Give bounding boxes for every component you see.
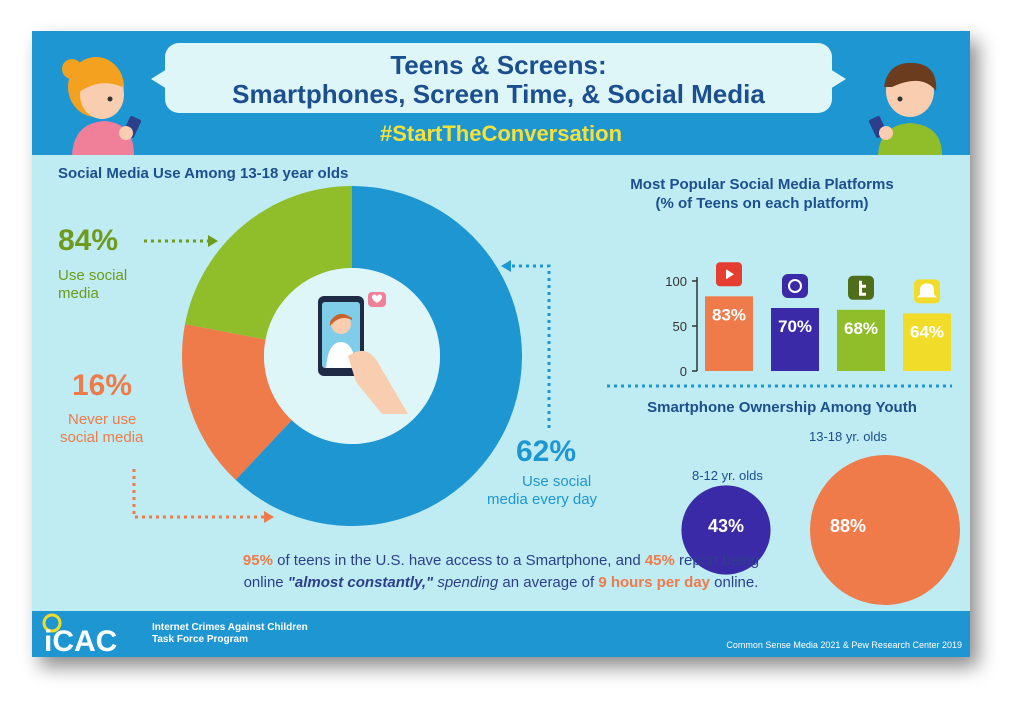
platform-bar-chart: 05010083%YouTube70%Instagram68%TikTok64%… xyxy=(665,262,951,376)
use-label-2: media xyxy=(58,285,99,302)
youtube-icon xyxy=(716,262,742,287)
platforms-title-line-2: (% of Teens on each platform) xyxy=(655,195,869,212)
summary-pct-95: 95% xyxy=(242,552,273,569)
platforms-title-line-1: Most Popular Social Media Platforms xyxy=(630,176,894,193)
ownership-bubble xyxy=(681,485,771,575)
summary-line-2: online "almost constantly," spending an … xyxy=(32,572,970,594)
infographic-card: Teens & Screens: Smartphones, Screen Tim… xyxy=(32,31,970,657)
donut-slice xyxy=(185,186,352,340)
header-banner: Teens & Screens: Smartphones, Screen Tim… xyxy=(32,31,970,155)
use-pct: 84% xyxy=(58,224,119,257)
use-label-1: Use social xyxy=(58,267,128,284)
summary-text-5: online. xyxy=(710,574,759,591)
summary-line-1: 95% of teens in the U.S. have access to … xyxy=(32,550,970,572)
never-pct: 16% xyxy=(72,369,133,402)
y-tick-label: 0 xyxy=(680,364,687,376)
footer-banner: iCAC Internet Crimes Against Children Ta… xyxy=(32,611,970,657)
never-arrow xyxy=(132,469,274,523)
daily-label-2: media every day xyxy=(487,491,598,508)
donut-slice xyxy=(235,186,522,526)
title-line-1: Teens & Screens: xyxy=(390,50,607,80)
footer-source: Common Sense Media 2021 & Pew Research C… xyxy=(726,640,962,650)
ownership-group2-pct: 88% xyxy=(829,516,867,536)
bar xyxy=(837,309,885,371)
bar-value-label: 70% xyxy=(778,317,812,336)
bar-value-label: 68% xyxy=(844,319,878,338)
daily-label-1: Use social xyxy=(522,473,592,490)
boy-illustration xyxy=(868,62,942,155)
summary-text: 95% of teens in the U.S. have access to … xyxy=(32,550,970,594)
daily-arrow xyxy=(501,260,551,428)
icac-logo: iCAC xyxy=(42,613,117,657)
summary-spending: spending xyxy=(433,574,499,591)
ownership-group1-label: 8-12 yr. olds xyxy=(692,468,763,483)
snapchat-icon xyxy=(914,279,940,304)
summary-text-2: report being xyxy=(674,552,760,569)
tiktok-icon xyxy=(848,275,874,300)
title-bubble: Teens & Screens: Smartphones, Screen Tim… xyxy=(151,43,846,113)
phone-illustration xyxy=(318,292,408,414)
footer-org-line-2: Task Force Program xyxy=(152,634,248,645)
donut-title: Social Media Use Among 13-18 year olds xyxy=(58,165,349,182)
icac-logo-text: iCAC xyxy=(44,625,117,657)
use-arrow xyxy=(144,235,218,247)
never-label-1: Never use xyxy=(68,411,137,428)
daily-pct: 62% xyxy=(516,435,577,468)
summary-text-3: online xyxy=(243,574,288,591)
bar-value-label: 83% xyxy=(712,305,746,324)
ownership-title: Smartphone Ownership Among Youth xyxy=(647,399,917,416)
footer-org: Internet Crimes Against Children Task Fo… xyxy=(152,622,308,646)
platforms-title: Most Popular Social Media Platforms (% o… xyxy=(592,175,932,213)
bar xyxy=(903,313,951,371)
hashtag: #StartTheConversation xyxy=(379,121,623,146)
ownership-group1-pct: 43% xyxy=(707,516,745,536)
summary-text-4: an average of xyxy=(498,574,599,591)
never-label-2: social media xyxy=(60,429,144,446)
summary-pct-45: 45% xyxy=(644,552,675,569)
ownership-bubble xyxy=(810,455,960,605)
summary-quote: "almost constantly," xyxy=(287,574,434,591)
instagram-icon xyxy=(782,274,808,298)
ownership-group2-label: 13-18 yr. olds xyxy=(809,429,888,444)
y-tick-label: 50 xyxy=(673,319,687,334)
girl-illustration xyxy=(62,57,142,155)
donut-slice xyxy=(182,324,292,480)
summary-hours: 9 hours per day xyxy=(598,574,711,591)
summary-text-1: of teens in the U.S. have access to a Sm… xyxy=(272,552,645,569)
bar xyxy=(705,296,753,371)
ownership-bubbles xyxy=(681,455,960,605)
section-divider xyxy=(607,384,952,388)
bar xyxy=(771,308,819,371)
bar-value-label: 64% xyxy=(910,322,944,341)
footer-org-line-1: Internet Crimes Against Children xyxy=(152,622,308,633)
y-tick-label: 100 xyxy=(665,274,687,289)
title-line-2: Smartphones, Screen Time, & Social Media xyxy=(232,79,765,109)
